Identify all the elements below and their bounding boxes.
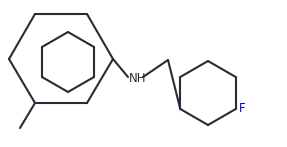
Text: NH: NH <box>129 71 146 85</box>
Text: F: F <box>239 102 245 116</box>
